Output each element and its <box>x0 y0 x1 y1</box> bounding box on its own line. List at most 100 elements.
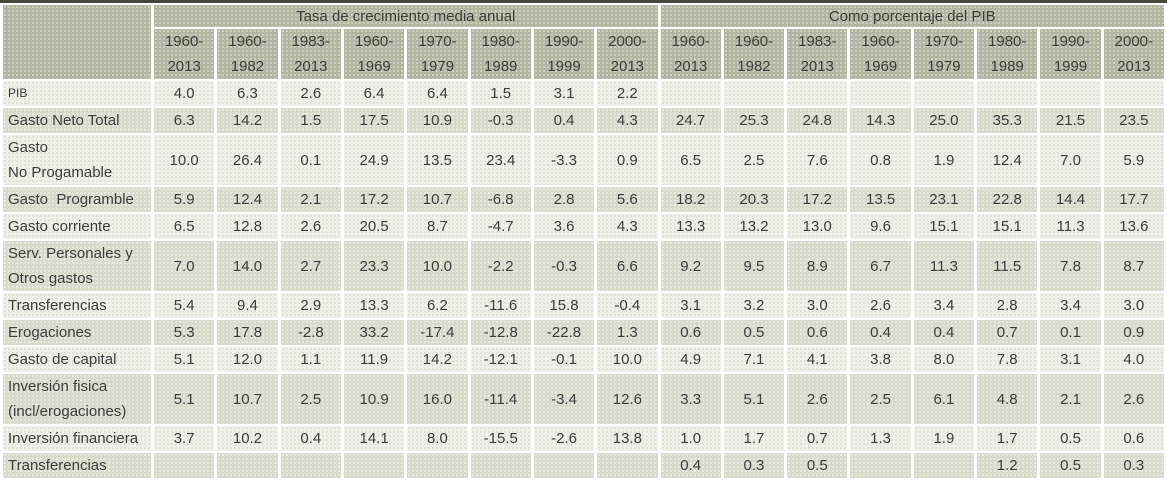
cell-inversion-fisica-growth-3: 10.9 <box>343 374 405 424</box>
cell-transferencias-2-growth-1 <box>217 453 278 478</box>
cell-erogaciones-growth-3: 33.2 <box>343 320 405 345</box>
period-header-growth-1: 1960- 1982 <box>217 29 278 79</box>
cell-gasto-programble-growth-7: 5.6 <box>597 187 658 212</box>
cell-gasto-corriente-growth-2: 2.6 <box>280 214 341 239</box>
cell-gasto-corriente-growth-5: -4.7 <box>470 214 531 239</box>
cell-gasto-neto-total-growth-2: 1.5 <box>280 108 341 133</box>
cell-gasto-corriente-growth-4: 8.7 <box>407 214 468 239</box>
row-label-pib: PIB <box>3 81 151 106</box>
row-label-transferencias-2: Transferencias <box>3 453 151 478</box>
cell-transferencias-growth-2: 2.9 <box>280 293 341 318</box>
cell-inversion-fisica-growth-0: 5.1 <box>154 374 215 424</box>
cell-gasto-no-progamable-growth-0: 10.0 <box>154 135 215 185</box>
cell-gasto-de-capital-pct-7: 4.0 <box>1103 347 1164 372</box>
cell-gasto-programble-pct-3: 13.5 <box>850 187 911 212</box>
statistics-table: Tasa de crecimiento media anual Como por… <box>0 3 1167 480</box>
period-header-growth-2: 1983- 2013 <box>280 29 341 79</box>
cell-inversion-financiera-growth-6: -2.6 <box>533 426 595 451</box>
cell-gasto-no-progamable-growth-5: 23.4 <box>470 135 531 185</box>
cell-gasto-de-capital-pct-2: 4.1 <box>787 347 848 372</box>
cell-gasto-corriente-pct-4: 15.1 <box>913 214 975 239</box>
cell-gasto-neto-total-growth-0: 6.3 <box>154 108 215 133</box>
cell-transferencias-2-pct-5: 1.2 <box>977 453 1038 478</box>
cell-pib-growth-1: 6.3 <box>217 81 278 106</box>
cell-serv-personales-pct-3: 6.7 <box>850 241 911 291</box>
cell-gasto-programble-pct-0: 18.2 <box>660 187 721 212</box>
cell-serv-personales-growth-4: 10.0 <box>407 241 468 291</box>
cell-inversion-fisica-pct-0: 3.3 <box>660 374 721 424</box>
period-header-growth-7: 2000- 2013 <box>597 29 658 79</box>
cell-inversion-fisica-growth-4: 16.0 <box>407 374 468 424</box>
cell-erogaciones-growth-1: 17.8 <box>217 320 278 345</box>
cell-gasto-no-progamable-growth-7: 0.9 <box>597 135 658 185</box>
cell-transferencias-2-pct-3 <box>850 453 911 478</box>
cell-transferencias-2-growth-2 <box>280 453 341 478</box>
group-header-share-of-pib: Como porcentaje del PIB <box>660 5 1164 27</box>
cell-gasto-corriente-pct-5: 15.1 <box>977 214 1038 239</box>
cell-serv-personales-pct-7: 8.7 <box>1103 241 1164 291</box>
cell-inversion-financiera-growth-5: -15.5 <box>470 426 531 451</box>
cell-transferencias-pct-4: 3.4 <box>913 293 975 318</box>
cell-pib-pct-3 <box>850 81 911 106</box>
cell-gasto-corriente-growth-3: 20.5 <box>343 214 405 239</box>
period-header-growth-3: 1960- 1969 <box>343 29 405 79</box>
cell-gasto-programble-pct-5: 22.8 <box>977 187 1038 212</box>
cell-gasto-de-capital-pct-5: 7.8 <box>977 347 1038 372</box>
period-header-pct-7: 2000- 2013 <box>1103 29 1164 79</box>
cell-inversion-fisica-pct-1: 5.1 <box>723 374 785 424</box>
group-header-growth: Tasa de crecimiento media anual <box>154 5 658 27</box>
cell-gasto-programble-pct-2: 17.2 <box>787 187 848 212</box>
table-row-gasto-no-progamable: Gasto No Progamable 10.0 26.4 0.1 24.9 13.5 23… <box>3 135 1164 185</box>
cell-erogaciones-pct-5: 0.7 <box>977 320 1038 345</box>
cell-gasto-de-capital-growth-3: 11.9 <box>343 347 405 372</box>
cell-transferencias-pct-5: 2.8 <box>977 293 1038 318</box>
cell-gasto-de-capital-growth-1: 12.0 <box>217 347 278 372</box>
table-row-inversion-financiera: Inversión financiera 3.7 10.2 0.4 14.1 8.0 -15… <box>3 426 1164 451</box>
cell-transferencias-pct-2: 3.0 <box>787 293 848 318</box>
cell-transferencias-pct-1: 3.2 <box>723 293 785 318</box>
cell-erogaciones-pct-2: 0.6 <box>787 320 848 345</box>
cell-inversion-financiera-growth-4: 8.0 <box>407 426 468 451</box>
row-label-gasto-no-progamable: Gasto No Progamable <box>3 135 151 185</box>
cell-serv-personales-growth-7: 6.6 <box>597 241 658 291</box>
table-row-transferencias: Transferencias 5.4 9.4 2.9 13.3 6.2 -11.6 15.8-… <box>3 293 1164 318</box>
cell-gasto-neto-total-growth-6: 0.4 <box>533 108 595 133</box>
cell-inversion-financiera-pct-6: 0.5 <box>1040 426 1101 451</box>
row-label-transferencias: Transferencias <box>3 293 151 318</box>
cell-transferencias-growth-4: 6.2 <box>407 293 468 318</box>
period-header-pct-3: 1960- 1969 <box>850 29 911 79</box>
table-row-gasto-de-capital: Gasto de capital 5.1 12.0 1.1 11.9 14.2 -12.1-… <box>3 347 1164 372</box>
cell-gasto-no-progamable-pct-1: 2.5 <box>723 135 785 185</box>
cell-gasto-de-capital-pct-6: 3.1 <box>1040 347 1101 372</box>
row-label-inversion-financiera: Inversión financiera <box>3 426 151 451</box>
cell-erogaciones-pct-4: 0.4 <box>913 320 975 345</box>
cell-gasto-neto-total-pct-7: 23.5 <box>1103 108 1164 133</box>
cell-inversion-financiera-pct-5: 1.7 <box>977 426 1038 451</box>
cell-inversion-fisica-pct-4: 6.1 <box>913 374 975 424</box>
cell-transferencias-2-pct-2: 0.5 <box>787 453 848 478</box>
cell-erogaciones-growth-0: 5.3 <box>154 320 215 345</box>
cell-gasto-neto-total-growth-5: -0.3 <box>470 108 531 133</box>
cell-gasto-neto-total-growth-3: 17.5 <box>343 108 405 133</box>
cell-gasto-de-capital-pct-3: 3.8 <box>850 347 911 372</box>
cell-inversion-financiera-pct-1: 1.7 <box>723 426 785 451</box>
cell-inversion-financiera-growth-7: 13.8 <box>597 426 658 451</box>
cell-gasto-de-capital-pct-1: 7.1 <box>723 347 785 372</box>
cell-erogaciones-pct-1: 0.5 <box>723 320 785 345</box>
cell-serv-personales-pct-2: 8.9 <box>787 241 848 291</box>
row-label-gasto-programble: Gasto Programble <box>3 187 151 212</box>
row-label-gasto-neto-total: Gasto Neto Total <box>3 108 151 133</box>
cell-gasto-de-capital-growth-4: 14.2 <box>407 347 468 372</box>
cell-erogaciones-pct-6: 0.1 <box>1040 320 1101 345</box>
cell-transferencias-2-growth-7 <box>597 453 658 478</box>
cell-inversion-fisica-growth-5: -11.4 <box>470 374 531 424</box>
cell-gasto-no-progamable-growth-6: -3.3 <box>533 135 595 185</box>
cell-gasto-de-capital-growth-0: 5.1 <box>154 347 215 372</box>
row-label-inversion-fisica: Inversión fisica (incl/erogaciones) <box>3 374 151 424</box>
cell-serv-personales-growth-6: -0.3 <box>533 241 595 291</box>
cell-erogaciones-growth-5: -12.8 <box>470 320 531 345</box>
cell-pib-growth-2: 2.6 <box>280 81 341 106</box>
cell-gasto-no-progamable-growth-4: 13.5 <box>407 135 468 185</box>
period-header-pct-0: 1960- 2013 <box>660 29 721 79</box>
